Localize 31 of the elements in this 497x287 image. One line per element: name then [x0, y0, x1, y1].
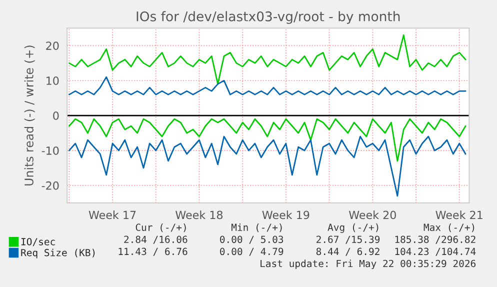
chart-title: IOs for /dev/elastx03-vg/root - by month [136, 11, 400, 24]
line-series [68, 34, 466, 85]
y-tick-label: 10 [46, 76, 59, 85]
x-tick-label: Week 20 [348, 210, 396, 220]
x-tick-label: Week 18 [176, 210, 223, 220]
legend-label: Req Size (KB) [21, 248, 95, 258]
y-tick-label: 0 [53, 111, 59, 120]
text: Avg (-/+) [328, 223, 378, 233]
x-tick-label: Week 21 [436, 210, 482, 220]
text: 0.00 / 5.03 [220, 236, 284, 244]
x-tick-label: Week 17 [88, 210, 136, 220]
text: Last update: Fri May 22 00:35:29 2026 [260, 260, 476, 270]
text: 11.43 / 6.76 [118, 248, 188, 256]
line-series [68, 136, 466, 197]
legend-label: IO/sec [21, 238, 55, 246]
line-series [68, 118, 466, 162]
text: Cur (-/+) [136, 223, 186, 232]
y-axis-title: Units read (-) / write (+) [24, 46, 35, 186]
y-tick-label: 20 [46, 42, 59, 50]
line-series [68, 76, 466, 96]
text: 2.67 /15.39 [316, 236, 380, 244]
text: Min (-/+) [232, 223, 282, 232]
x-tick-label: Week 19 [262, 210, 310, 220]
y-tick-label: -20 [42, 181, 59, 190]
text: 0.00 / 4.79 [220, 248, 284, 256]
y-tick-label: -10 [42, 146, 59, 155]
text: 2.84 /16.06 [124, 236, 188, 244]
text: Max (-/+) [424, 223, 474, 232]
text: 104.23 /104.74 [395, 248, 476, 256]
text: 185.38 /296.82 [395, 236, 476, 244]
text: 8.44 / 6.92 [316, 248, 380, 256]
